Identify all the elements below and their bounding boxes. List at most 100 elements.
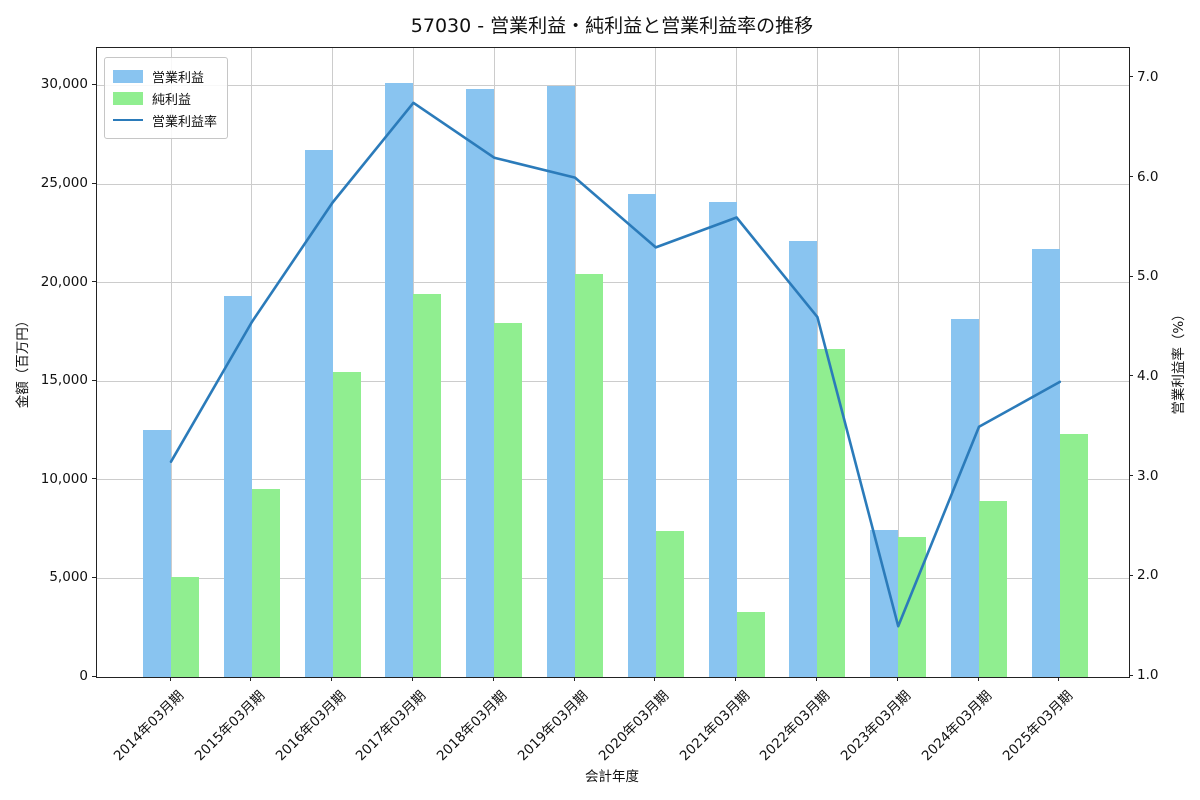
y-axis-label-right: 営業利益率（%） [1171,307,1187,415]
x-axis-label: 会計年度 [585,769,639,785]
y-left-tick-mark [92,576,96,578]
x-tick-mark [815,677,817,681]
x-tick-label: 2020年03月期 [595,687,672,765]
net-profit-bar [575,273,603,677]
x-tick-label: 2018年03月期 [433,687,511,765]
gridline-vertical [251,48,253,677]
y-right-tick-label: 2.0 [1137,567,1159,584]
y-right-tick-mark [1129,76,1133,78]
y-left-tick-label: 5,000 [49,569,88,586]
x-tick-label: 2019年03月期 [514,687,592,765]
y-left-tick-label: 0 [79,668,88,684]
operating-margin-line [169,101,1062,628]
net-profit-color-swatch [113,91,143,105]
gridline-horizontal [97,183,1129,185]
x-tick-mark [654,677,656,681]
y-left-tick-mark [92,182,96,184]
x-tick-label: 2021年03月期 [676,687,753,765]
x-tick-mark [492,677,494,681]
y-left-tick-label: 25,000 [40,175,88,192]
y-axis-label-left: 金額（百万円） [15,313,31,409]
gridline-horizontal [97,380,1129,382]
gridline-vertical [332,48,334,677]
y-left-tick-label: 30,000 [40,76,88,93]
operating-margin-line-layer [169,101,1062,628]
y-right-tick-mark [1129,674,1133,676]
operating-profit-bar [143,429,171,677]
y-left-tick-mark [92,478,96,480]
chart-title: 57030 - 営業利益・純利益と営業利益率の推移 [410,15,814,37]
legend-label: 純利益 [152,92,192,108]
gridline-vertical [170,48,172,677]
y-right-tick-label: 7.0 [1137,68,1159,85]
net-profit-bar [494,323,523,677]
gridline-horizontal [97,282,1129,284]
x-tick-mark [1058,677,1060,681]
operating-profit-color-swatch [113,69,143,83]
y-left-tick-mark [92,379,96,381]
gridline-vertical [897,48,899,677]
x-tick-mark [411,677,413,681]
net-profit-bar [1059,434,1088,677]
operating-profit-bar [708,201,737,677]
y-left-tick-mark [92,281,96,283]
legend-item: 営業利益率 [113,109,217,131]
net-profit-bar [171,577,199,677]
y-right-tick-mark [1129,375,1133,377]
y-left-tick-label: 15,000 [40,372,88,389]
gridline-vertical [1059,48,1061,677]
x-tick-label: 2023年03月期 [837,687,915,765]
x-tick-mark [573,677,575,681]
x-tick-label: 2016年03月期 [272,687,349,765]
y-right-tick-label: 5.0 [1137,268,1159,285]
x-tick-label: 2024年03月期 [918,687,996,765]
operating-profit-bar [547,86,575,677]
y-left-tick-label: 10,000 [40,470,88,487]
gridline-horizontal [97,84,1129,86]
x-tick-mark [896,677,898,681]
x-tick-label: 2022年03月期 [757,687,834,765]
net-profit-bar [251,488,280,677]
net-profit-bar [413,293,442,677]
y-right-tick-mark [1129,176,1133,178]
net-profit-bar [655,531,684,677]
y-right-tick-mark [1129,475,1133,477]
x-tick-label: 2014年03月期 [110,687,188,765]
gridline-vertical [978,48,980,677]
y-right-tick-label: 3.0 [1137,467,1159,484]
operating-profit-bar [789,241,818,677]
x-tick-mark [169,677,171,681]
legend: 営業利益純利益営業利益率 [104,57,229,139]
operating-profit-bar [466,89,495,677]
plot-area: 営業利益純利益営業利益率 [96,47,1130,678]
y-right-tick-mark [1129,574,1133,576]
operating-profit-bar [1031,249,1060,677]
y-left-tick-label: 20,000 [40,273,88,290]
gridline-vertical [736,48,738,677]
legend-item: 営業利益 [113,65,217,87]
y-right-tick-label: 1.0 [1137,667,1159,683]
x-tick-label: 2015年03月期 [191,687,268,765]
operating-profit-bar [951,319,979,677]
y-right-tick-label: 6.0 [1137,168,1159,185]
operating-margin-line-swatch [113,119,143,121]
legend-label: 営業利益 [152,70,205,86]
operating-profit-bar [385,82,414,677]
y-left-tick-mark [92,83,96,85]
y-left-tick-mark [92,675,96,677]
net-profit-bar [979,500,1007,677]
x-tick-mark [250,677,252,681]
x-tick-label: 2025年03月期 [999,687,1076,765]
y-right-tick-label: 4.0 [1137,367,1159,384]
operating-profit-bar [627,193,656,677]
x-tick-mark [331,677,333,681]
net-profit-bar [736,611,765,677]
net-profit-bar [332,372,361,677]
gridline-vertical [655,48,657,677]
x-tick-label: 2017年03月期 [353,687,430,765]
gridline-horizontal [97,577,1129,579]
y-right-tick-mark [1129,275,1133,277]
legend-label: 営業利益率 [152,114,218,130]
net-profit-bar [898,537,927,677]
